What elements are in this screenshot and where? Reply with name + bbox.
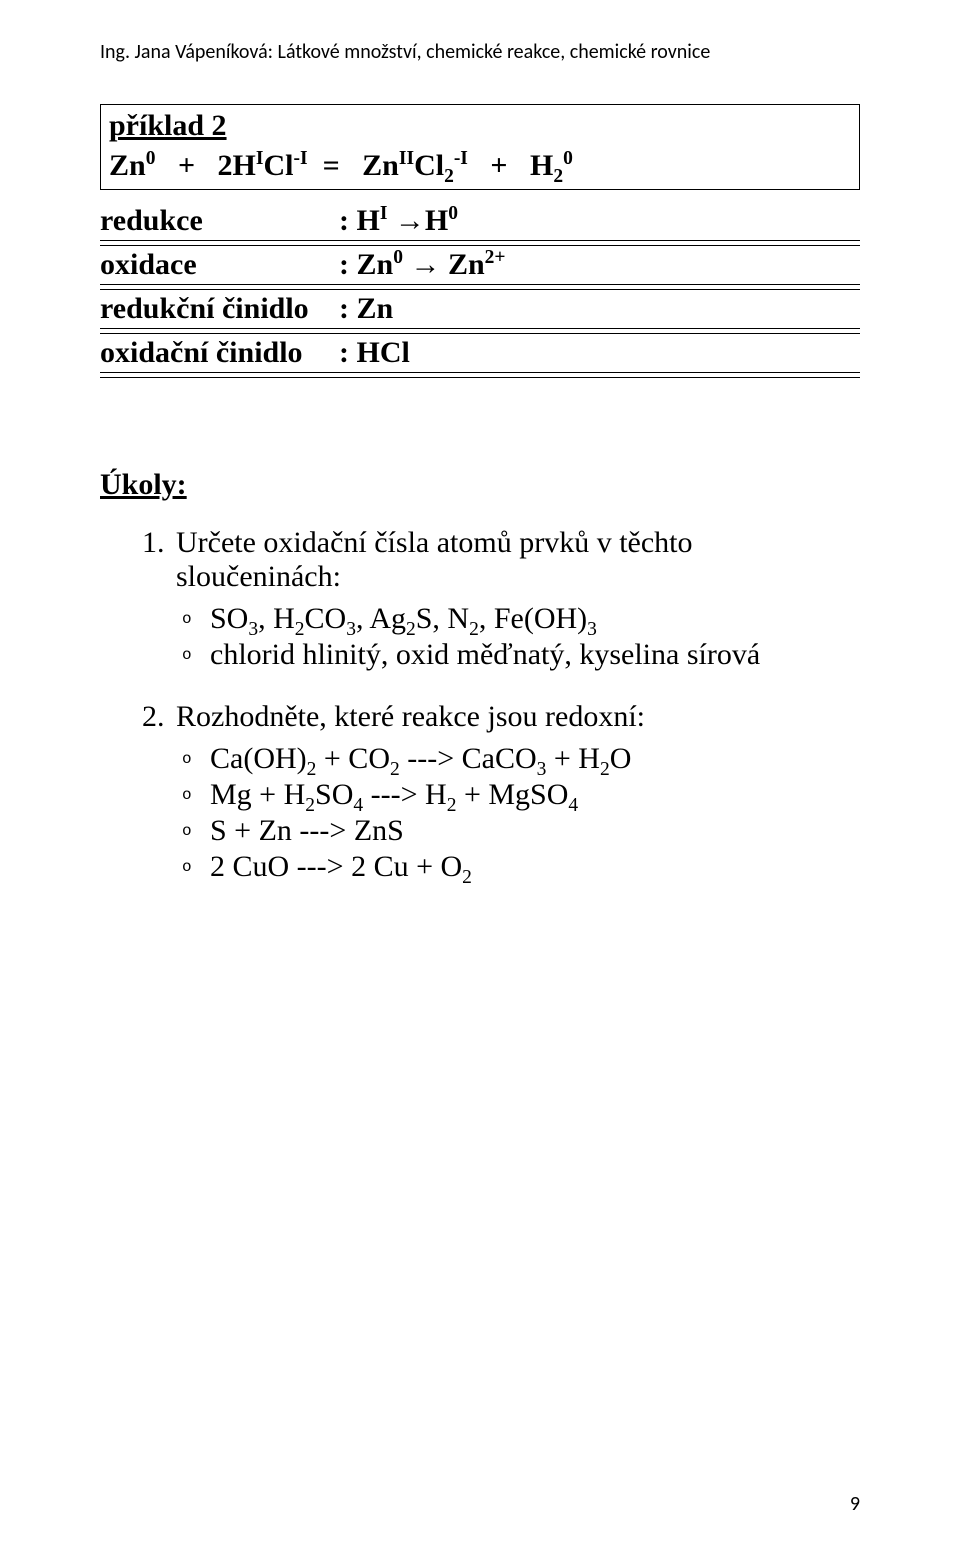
row-oxidace-value: : Zn0 → Zn2+ [335, 248, 860, 285]
row-oxidacni-value: : HCl [335, 336, 860, 373]
task-2-text: Rozhodněte, které reakce jsou redoxní: [176, 700, 645, 733]
task-1: Určete oxidační čísla atomů prvků v těch… [172, 526, 860, 672]
row-redukce-value: : HI →H0 [335, 204, 860, 241]
row-redukcni-label: redukční činidlo [100, 292, 335, 329]
task-2-sub-3: S + Zn ---> ZnS [176, 814, 860, 848]
row-oxidacni-label: oxidační činidlo [100, 336, 335, 373]
task-2: Rozhodněte, které reakce jsou redoxní: C… [172, 700, 860, 884]
row-redukcni-cinidlo: redukční činidlo : Zn [100, 290, 860, 334]
row-oxidace-label: oxidace [100, 248, 335, 285]
task-1-text: Určete oxidační čísla atomů prvků v těch… [176, 526, 693, 593]
task-2-sub-4: 2 CuO ---> 2 Cu + O2 [176, 850, 860, 884]
example-title: příklad 2 [109, 109, 851, 143]
row-oxidace: oxidace : Zn0 → Zn2+ [100, 246, 860, 290]
example-equation: Zn0 + 2HICl-I = ZnIICl2-I + H20 [109, 149, 851, 183]
task-1-sub-1: SO3, H2CO3, Ag2S, N2, Fe(OH)3 [176, 602, 860, 636]
task-2-sub: Ca(OH)2 + CO2 ---> CaCO3 + H2O Mg + H2SO… [176, 742, 860, 884]
row-redukce-label: redukce [100, 204, 335, 241]
task-2-sub-2: Mg + H2SO4 ---> H2 + MgSO4 [176, 778, 860, 812]
task-1-sub: SO3, H2CO3, Ag2S, N2, Fe(OH)3 chlorid hl… [176, 602, 860, 672]
row-redukce: redukce : HI →H0 [100, 202, 860, 246]
row-redukcni-value: : Zn [335, 292, 860, 329]
task-1-sub-2: chlorid hlinitý, oxid měďnatý, kyselina … [176, 638, 860, 672]
tasks-list: Určete oxidační čísla atomů prvků v těch… [100, 526, 860, 884]
task-2-sub-1: Ca(OH)2 + CO2 ---> CaCO3 + H2O [176, 742, 860, 776]
example-box: příklad 2 Zn0 + 2HICl-I = ZnIICl2-I + H2… [100, 104, 860, 190]
row-oxidacni-cinidlo: oxidační činidlo : HCl [100, 334, 860, 378]
page-header: Ing. Jana Vápeníková: Látkové množství, … [100, 40, 860, 64]
page-number: 9 [850, 1492, 860, 1516]
tasks-title: Úkoly: [100, 468, 860, 502]
